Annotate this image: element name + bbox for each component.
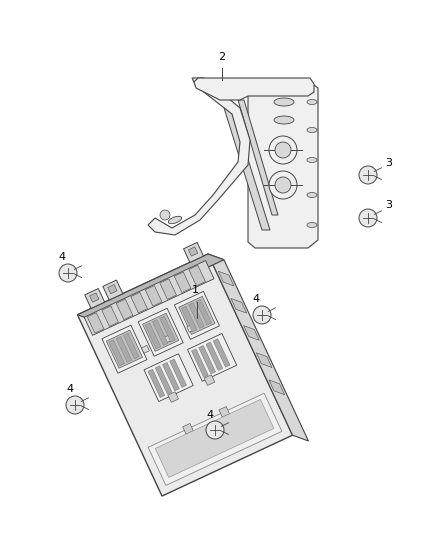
- Polygon shape: [160, 279, 177, 300]
- Polygon shape: [184, 243, 204, 262]
- Ellipse shape: [307, 192, 317, 198]
- Polygon shape: [162, 362, 179, 391]
- Polygon shape: [199, 345, 215, 374]
- Ellipse shape: [307, 157, 317, 163]
- Polygon shape: [160, 316, 175, 342]
- Polygon shape: [102, 306, 118, 326]
- Polygon shape: [102, 325, 147, 373]
- Ellipse shape: [307, 222, 317, 228]
- Polygon shape: [155, 399, 274, 478]
- Polygon shape: [189, 303, 204, 328]
- Polygon shape: [87, 313, 104, 333]
- Polygon shape: [191, 349, 208, 377]
- Circle shape: [269, 136, 297, 164]
- Polygon shape: [106, 330, 142, 368]
- Polygon shape: [155, 366, 172, 394]
- Polygon shape: [109, 340, 124, 366]
- Polygon shape: [238, 100, 278, 215]
- Polygon shape: [116, 299, 133, 320]
- Polygon shape: [144, 354, 193, 401]
- Polygon shape: [188, 247, 198, 256]
- Circle shape: [269, 171, 297, 199]
- Text: 1: 1: [191, 285, 198, 295]
- Polygon shape: [187, 324, 195, 332]
- Polygon shape: [218, 271, 234, 286]
- Polygon shape: [168, 392, 179, 402]
- Polygon shape: [145, 323, 161, 349]
- Polygon shape: [256, 353, 272, 368]
- Polygon shape: [174, 292, 219, 340]
- Text: 4: 4: [206, 410, 214, 420]
- Ellipse shape: [307, 100, 317, 104]
- Circle shape: [66, 396, 84, 414]
- Polygon shape: [196, 300, 212, 325]
- Text: 4: 4: [67, 384, 74, 394]
- Polygon shape: [85, 288, 105, 309]
- Polygon shape: [164, 335, 172, 343]
- Text: 3: 3: [385, 200, 392, 210]
- Polygon shape: [148, 393, 282, 486]
- Polygon shape: [138, 308, 183, 356]
- Circle shape: [206, 421, 224, 439]
- Circle shape: [160, 210, 170, 220]
- Polygon shape: [152, 320, 168, 345]
- Polygon shape: [84, 261, 214, 335]
- Circle shape: [359, 209, 377, 227]
- Polygon shape: [148, 78, 250, 235]
- Polygon shape: [269, 380, 285, 395]
- Ellipse shape: [274, 116, 294, 124]
- Circle shape: [59, 264, 77, 282]
- Polygon shape: [148, 369, 165, 398]
- Polygon shape: [181, 306, 197, 332]
- Circle shape: [359, 166, 377, 184]
- Text: 4: 4: [58, 252, 66, 262]
- Text: 4: 4: [252, 294, 260, 304]
- Polygon shape: [142, 313, 179, 351]
- Polygon shape: [141, 345, 149, 353]
- Circle shape: [275, 177, 291, 193]
- Ellipse shape: [307, 127, 317, 133]
- Polygon shape: [170, 359, 187, 387]
- Polygon shape: [208, 254, 308, 441]
- Polygon shape: [204, 375, 215, 385]
- Polygon shape: [244, 326, 259, 341]
- Polygon shape: [219, 407, 230, 417]
- Polygon shape: [231, 298, 247, 313]
- Polygon shape: [248, 82, 318, 248]
- Polygon shape: [179, 296, 215, 335]
- Polygon shape: [108, 285, 117, 294]
- Polygon shape: [78, 254, 293, 496]
- Polygon shape: [194, 78, 314, 100]
- Polygon shape: [220, 95, 270, 230]
- Polygon shape: [90, 293, 99, 302]
- Polygon shape: [189, 265, 205, 286]
- Polygon shape: [183, 423, 193, 434]
- Polygon shape: [187, 334, 237, 381]
- Polygon shape: [174, 272, 191, 293]
- Polygon shape: [213, 339, 230, 367]
- Text: 2: 2: [219, 52, 226, 62]
- Polygon shape: [78, 254, 224, 321]
- Polygon shape: [103, 280, 123, 300]
- Polygon shape: [206, 342, 223, 370]
- Polygon shape: [116, 336, 132, 362]
- Circle shape: [253, 306, 271, 324]
- Polygon shape: [145, 286, 162, 306]
- Polygon shape: [124, 333, 139, 359]
- Text: 3: 3: [385, 158, 392, 168]
- Circle shape: [275, 142, 291, 158]
- Ellipse shape: [168, 216, 182, 224]
- Ellipse shape: [274, 98, 294, 106]
- Polygon shape: [131, 292, 148, 313]
